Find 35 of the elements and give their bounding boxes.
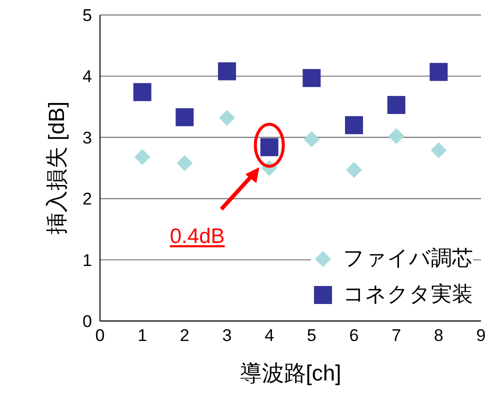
x-tick-label: 7 (392, 326, 402, 346)
y-tick-label: 5 (82, 6, 92, 26)
x-tick-label: 8 (434, 326, 444, 346)
point (346, 162, 362, 178)
point (176, 155, 193, 172)
x-tick-label: 9 (476, 326, 486, 346)
x-tick-label: 1 (138, 326, 148, 346)
point (304, 131, 320, 148)
point (345, 116, 363, 134)
point (134, 148, 150, 165)
y-tick-label: 3 (82, 128, 92, 148)
y-tick-label: 0 (82, 312, 92, 332)
x-tick-label: 2 (180, 326, 190, 346)
x-tick-label: 3 (222, 326, 232, 346)
point (219, 110, 235, 126)
x-tick-label: 6 (349, 326, 359, 346)
x-tick-label: 0 (95, 326, 105, 346)
y-axis-title: 挿入損失 [dB] (44, 101, 69, 235)
point (387, 96, 406, 114)
x-tick-label: 5 (306, 326, 316, 346)
y-tick-label: 2 (82, 190, 92, 209)
y-tick-label: 1 (82, 250, 92, 270)
point (133, 83, 152, 102)
y-tick-label: 4 (82, 67, 92, 86)
point (302, 69, 321, 88)
legend-label: コネクタ実装 (343, 282, 473, 308)
point (218, 62, 236, 80)
legend-label: ファイバ調芯 (343, 246, 473, 272)
x-axis-title: 導波路[ch] (240, 360, 342, 386)
annotation: 0.4dB (170, 225, 225, 248)
point (388, 128, 404, 144)
point (176, 108, 194, 126)
point (430, 62, 448, 81)
point (430, 142, 447, 158)
x-tick-label: 4 (264, 326, 274, 346)
